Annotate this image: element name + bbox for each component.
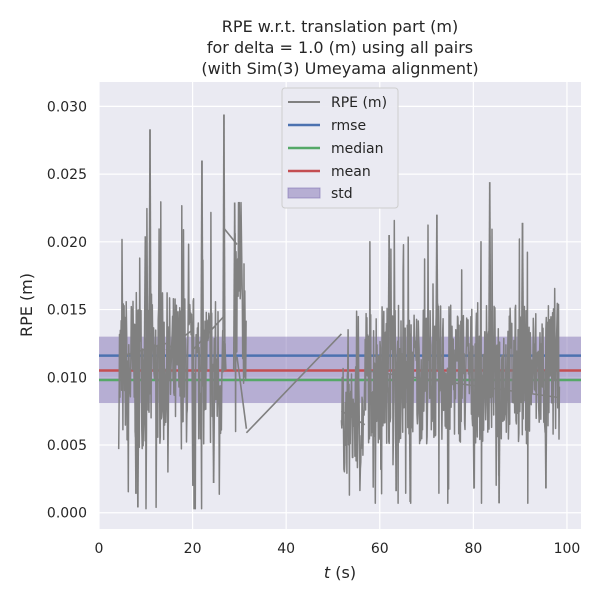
title-line-2: for delta = 1.0 (m) using all pairs xyxy=(207,38,473,57)
legend-label-median: median xyxy=(331,141,383,157)
y-tick-label: 0.025 xyxy=(47,167,87,183)
y-tick-labels: 0.000 0.005 0.010 0.015 0.020 0.025 0.030 xyxy=(47,99,87,521)
rpe-spike xyxy=(388,235,391,371)
rpe-series-line xyxy=(340,310,366,496)
rpe-spike xyxy=(521,222,525,371)
rpe-series-line xyxy=(233,201,247,433)
rpe-spike xyxy=(233,202,237,371)
rpe-spike xyxy=(201,160,204,371)
rpe-spike xyxy=(395,370,398,492)
legend-key-std xyxy=(287,187,321,199)
rpe-spike xyxy=(144,236,148,371)
x-tick-label: 100 xyxy=(554,541,581,557)
rpe-trend-segment xyxy=(236,356,248,429)
rpe-spike xyxy=(545,370,548,489)
rpe-trend-segment xyxy=(245,333,342,434)
y-axis-label: RPE (m) xyxy=(17,273,36,337)
rpe-series-line xyxy=(117,201,225,510)
rpe-spike xyxy=(498,370,501,504)
rpe-spike xyxy=(409,370,412,502)
rpe-series-line xyxy=(364,219,561,505)
rpe-spike xyxy=(488,182,492,371)
legend-label-mean: mean xyxy=(331,164,371,180)
legend: RPE (m) rmse median mean std xyxy=(281,87,399,209)
y-tick-label: 0.030 xyxy=(47,99,87,115)
rpe-spike xyxy=(212,370,216,483)
y-tick-label: 0.005 xyxy=(47,438,87,454)
rpe-series-layer xyxy=(117,114,561,510)
legend-label-rmse: rmse xyxy=(331,118,366,134)
y-tick-label: 0.020 xyxy=(47,235,87,251)
title-line-1: RPE w.r.t. translation part (m) xyxy=(222,17,458,36)
rpe-spike xyxy=(436,214,439,371)
x-tick-label: 0 xyxy=(95,541,104,557)
legend-label-rpe: RPE (m) xyxy=(331,95,387,111)
y-tick-label: 0.010 xyxy=(47,370,87,386)
y-tick-label: 0.000 xyxy=(47,506,87,522)
rpe-spike xyxy=(149,129,152,371)
rpe-spike xyxy=(137,370,140,508)
x-tick-label: 80 xyxy=(464,541,482,557)
x-tick-labels: 0 20 40 60 80 100 xyxy=(95,541,581,557)
y-tick-label: 0.015 xyxy=(47,303,87,319)
chart-title: RPE w.r.t. translation part (m) for delt… xyxy=(201,17,478,78)
x-axis-label: t (s) xyxy=(324,563,356,582)
legend-box xyxy=(281,87,399,209)
rpe-spike xyxy=(224,343,227,371)
x-tick-label: 60 xyxy=(371,541,389,557)
x-tick-label: 20 xyxy=(184,541,202,557)
x-tick-label: 40 xyxy=(277,541,295,557)
rpe-spike xyxy=(223,114,226,371)
title-line-3: (with Sim(3) Umeyama alignment) xyxy=(201,59,478,78)
legend-label-std: std xyxy=(331,186,353,202)
